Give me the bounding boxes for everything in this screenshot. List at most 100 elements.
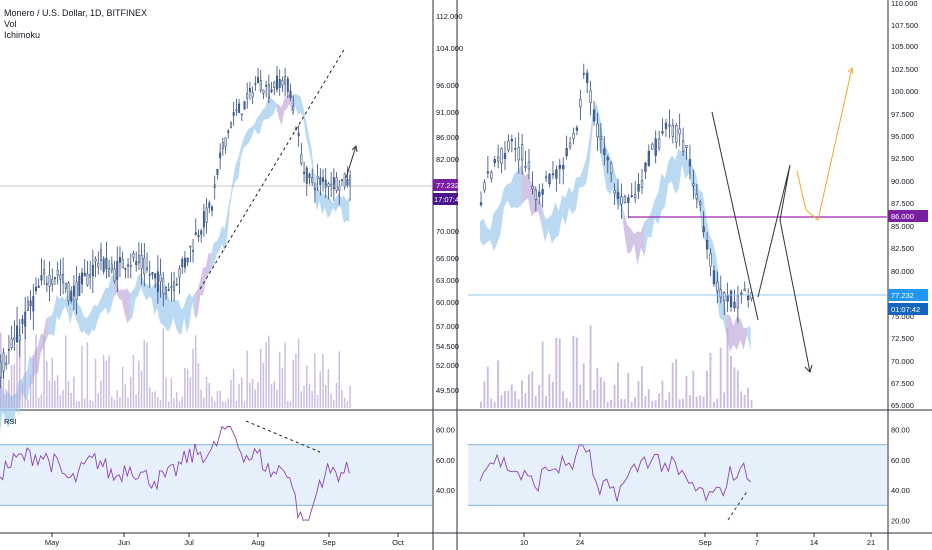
right-volume-bar [558, 338, 561, 408]
left-volume-bar [297, 338, 300, 408]
left-volume-bar [176, 392, 178, 408]
left-ichimoku-cloud [341, 195, 350, 224]
left-candle [86, 273, 89, 286]
right-volume-bar [750, 400, 753, 408]
left-candle [243, 101, 246, 110]
right-volume-bar [620, 398, 623, 408]
left-ichimoku-cloud [113, 274, 130, 324]
right-volume-bar [524, 393, 527, 408]
symbol-title[interactable]: Monero / U.S. Dollar, 1D, BITFINEX [4, 8, 148, 18]
right-volume-bar [589, 325, 592, 408]
left-volume-bar [105, 360, 108, 408]
left-price-tick: 63.000 [436, 276, 459, 285]
left-volume-bar [27, 399, 29, 408]
right-countdown-badge [888, 303, 928, 315]
right-volume-bar [658, 393, 660, 408]
right-volume-bar [565, 398, 568, 408]
left-price-tick: 57.000 [436, 322, 459, 331]
right-price-tick: 67.500 [891, 379, 914, 388]
indicator-ichimoku-label[interactable]: Ichimoku [4, 30, 41, 40]
left-volume-bar [303, 386, 305, 408]
left-candle [167, 289, 170, 292]
right-volume-bar [654, 400, 657, 408]
left-candle [311, 177, 314, 183]
left-candle [146, 267, 149, 270]
left-candle [118, 257, 121, 263]
right-volume-bar [637, 381, 640, 408]
right-ichimoku-cloud [603, 137, 624, 229]
left-price-tick: 82.000 [436, 155, 459, 164]
left-candle [297, 132, 300, 137]
right-candle [637, 183, 640, 192]
left-volume-bar [170, 378, 173, 408]
right-candle [688, 159, 692, 167]
left-volume-bar [273, 381, 275, 408]
left-time-tick: Jul [184, 538, 194, 547]
right-volume-bar [647, 389, 650, 408]
right-candle [606, 157, 609, 161]
left-candle [151, 272, 154, 275]
left-candle [240, 113, 243, 116]
right-candle [719, 289, 722, 298]
left-price-tick: 66.000 [436, 254, 459, 263]
left-candle [262, 89, 265, 94]
left-volume-bar [111, 396, 113, 408]
left-candle [205, 207, 208, 223]
left-candle [186, 257, 189, 263]
left-volume-bar [119, 396, 121, 408]
left-candle [232, 112, 235, 116]
right-price-tick: 72.500 [891, 334, 914, 343]
left-candle [175, 284, 178, 286]
right-volume-bar [740, 391, 743, 408]
left-volume-bar [292, 359, 294, 408]
right-price-tick: 75.000 [891, 312, 914, 321]
left-volume-bar [346, 401, 349, 408]
left-candle [246, 93, 249, 99]
left-volume-bar [70, 392, 72, 408]
right-candle [589, 90, 592, 103]
right-candle [572, 133, 575, 139]
right-volume-bar [671, 362, 674, 408]
right-volume-bar [617, 362, 619, 408]
right-candle [699, 201, 702, 205]
right-candle [490, 171, 493, 179]
left-volume-bar [249, 382, 251, 408]
left-price-badge [433, 179, 458, 191]
left-volume-bar [246, 350, 248, 408]
left-price-tick: 96.000 [436, 81, 459, 90]
left-candle [127, 264, 130, 267]
left-candle [40, 275, 43, 281]
right-rsi-divergence-line [727, 489, 749, 521]
right-candle [733, 301, 736, 309]
left-candle [308, 173, 311, 179]
indicator-volume-label[interactable]: Vol [4, 19, 17, 29]
left-volume-bar [54, 380, 56, 408]
right-candle [681, 140, 685, 152]
left-candle [156, 271, 159, 293]
right-candle [507, 140, 510, 151]
left-ichimoku-cloud [194, 253, 212, 319]
right-candle [517, 147, 520, 161]
left-ichimoku-cloud [211, 211, 228, 271]
left-ichimoku-cloud [178, 293, 195, 335]
right-candle [551, 173, 555, 176]
left-rsi-tick: 40.00 [436, 486, 455, 495]
right-candle [565, 147, 568, 157]
left-volume-bar [295, 353, 297, 408]
right-candle [705, 240, 709, 250]
right-volume-bar [695, 396, 698, 408]
left-candle [51, 279, 54, 285]
right-volume-bar [538, 384, 541, 408]
right-candle [531, 186, 534, 190]
right-candle [503, 153, 507, 159]
left-candle [284, 76, 287, 85]
right-candle [534, 189, 537, 200]
right-ichimoku-cloud [747, 325, 751, 352]
right-volume-bar [480, 401, 482, 408]
right-candle [610, 162, 613, 174]
right-candle [657, 138, 661, 149]
left-candle [116, 261, 119, 280]
left-candle [78, 275, 81, 296]
left-candle [235, 109, 238, 112]
